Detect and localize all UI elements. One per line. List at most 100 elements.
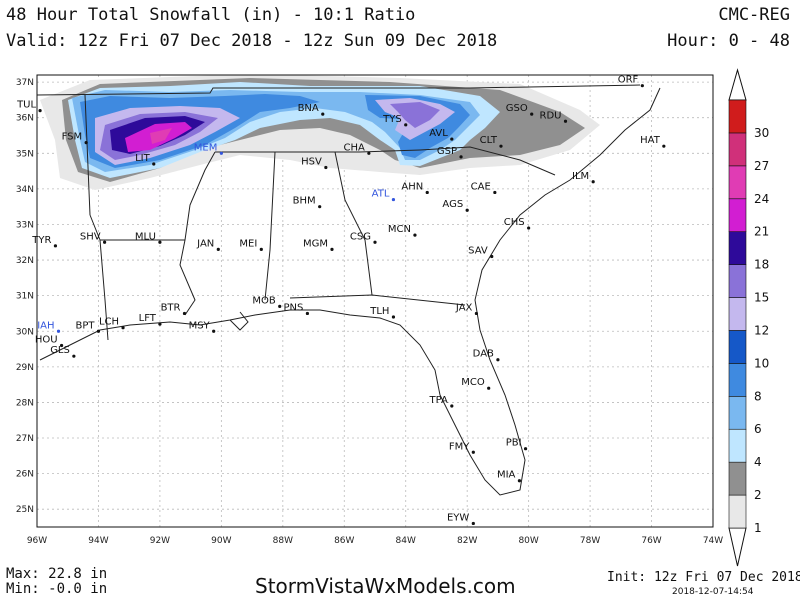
lat-label: 34N <box>16 185 34 195</box>
city-csg: CSG <box>350 231 377 244</box>
city-lft: LFT <box>139 313 162 326</box>
svg-text:ILM: ILM <box>572 171 589 182</box>
svg-text:ATL: ATL <box>372 189 390 200</box>
legend-swatch <box>728 461 747 496</box>
city-tyr: TYR <box>31 235 58 248</box>
lon-label: 78W <box>580 536 600 546</box>
city-msy: MSY <box>189 320 216 333</box>
svg-text:BTR: BTR <box>161 302 181 313</box>
city-chs: CHS <box>504 217 531 230</box>
city-lch: LCH <box>99 317 125 330</box>
city-ahn: AHN <box>401 181 429 195</box>
svg-text:HAT: HAT <box>640 135 661 146</box>
city-bhm: BHM <box>293 196 322 209</box>
city-bpt: BPT <box>75 320 101 333</box>
city-clt: CLT <box>480 135 503 148</box>
lon-label: 96W <box>27 536 47 546</box>
city-mia: MIA <box>497 470 522 483</box>
lat-label: 37N <box>16 78 34 88</box>
svg-text:MOB: MOB <box>252 295 275 306</box>
lat-label: 31N <box>16 292 34 302</box>
city-tlh: TLH <box>369 306 396 319</box>
snowfall-shading <box>40 75 600 190</box>
svg-text:JAN: JAN <box>196 238 214 249</box>
svg-text:BPT: BPT <box>75 320 95 331</box>
svg-text:GSO: GSO <box>506 103 528 114</box>
svg-text:MSY: MSY <box>189 320 211 331</box>
city-btr: BTR <box>161 302 187 316</box>
city-cha: CHA <box>344 142 371 155</box>
city-orf: ORF <box>618 75 644 88</box>
city-tys: TYS <box>382 114 408 127</box>
svg-text:MGM: MGM <box>303 238 328 249</box>
city-iah: IAH <box>37 320 61 333</box>
lon-label: 80W <box>518 536 538 546</box>
legend-label: 27 <box>754 159 769 173</box>
legend-swatch <box>728 494 747 529</box>
city-fsm: FSM <box>62 132 88 145</box>
svg-text:SHV: SHV <box>80 231 101 242</box>
lon-label: 86W <box>334 536 354 546</box>
svg-text:LCH: LCH <box>99 317 119 328</box>
svg-text:TLH: TLH <box>369 306 389 317</box>
city-gso: GSO <box>506 103 534 116</box>
lon-label: 88W <box>273 536 293 546</box>
svg-text:AHN: AHN <box>401 181 423 192</box>
lat-label: 25N <box>16 505 34 515</box>
site-name: StormVistaWxModels.com <box>255 574 516 598</box>
city-rdu: RDU <box>540 110 568 123</box>
city-pns: PNS <box>284 302 309 316</box>
svg-text:MLU: MLU <box>135 231 156 242</box>
svg-text:HSV: HSV <box>301 157 322 168</box>
max-value: Max: 22.8 in <box>6 566 108 582</box>
legend-label: 18 <box>754 258 769 272</box>
legend-swatch <box>728 198 747 232</box>
legend-label: 4 <box>754 455 762 469</box>
city-eyw: EYW <box>447 512 475 526</box>
svg-text:GSP: GSP <box>437 146 457 157</box>
city-atl: ATL <box>372 189 396 202</box>
svg-text:BHM: BHM <box>293 196 316 207</box>
svg-text:CAE: CAE <box>471 181 491 192</box>
legend-bottom-arrow <box>728 527 747 567</box>
legend-swatch <box>728 99 747 134</box>
svg-text:MEI: MEI <box>239 238 257 249</box>
svg-text:CLT: CLT <box>480 135 498 146</box>
svg-text:AVL: AVL <box>429 128 448 139</box>
legend-label: 12 <box>754 323 769 337</box>
svg-text:AGS: AGS <box>442 199 463 210</box>
svg-text:SAV: SAV <box>468 246 488 257</box>
legend-swatch <box>728 297 747 331</box>
legend-label: 1 <box>754 521 762 535</box>
city-ags: AGS <box>442 199 469 212</box>
legend-swatch <box>728 264 747 298</box>
legend-top-arrow <box>728 68 747 101</box>
svg-text:ORF: ORF <box>618 75 639 86</box>
legend-label: 15 <box>754 291 769 305</box>
svg-text:PNS: PNS <box>284 302 304 313</box>
lat-label: 36N <box>16 114 34 124</box>
legend-swatch <box>728 363 747 397</box>
city-lit: LIT <box>135 153 156 166</box>
svg-text:LIT: LIT <box>135 153 151 164</box>
city-gls: GLS <box>50 345 76 358</box>
legend-label: 8 <box>754 389 762 403</box>
forecast-hours: Hour: 0 - 48 <box>667 31 790 51</box>
city-mob: MOB <box>252 295 282 308</box>
legend-label: 30 <box>754 126 769 140</box>
city-avl: AVL <box>429 128 454 141</box>
legend-swatch <box>728 231 747 265</box>
svg-text:EYW: EYW <box>447 512 469 523</box>
city-shv: SHV <box>80 231 107 244</box>
state-boundaries <box>37 84 661 496</box>
latitude-labels: 37N 36N 35N 34N 33N 32N 31N 30N 29N 28N 27N 26N 25N <box>16 78 34 515</box>
legend-swatch <box>728 330 747 364</box>
city-pbi: PBI <box>506 438 528 451</box>
min-value: Min: -0.0 in <box>6 581 108 597</box>
lon-label: 76W <box>641 536 661 546</box>
lat-label: 26N <box>16 470 34 480</box>
svg-text:GLS: GLS <box>50 345 70 356</box>
model-name: CMC-REG <box>718 5 790 25</box>
legend-label: 24 <box>754 192 769 206</box>
